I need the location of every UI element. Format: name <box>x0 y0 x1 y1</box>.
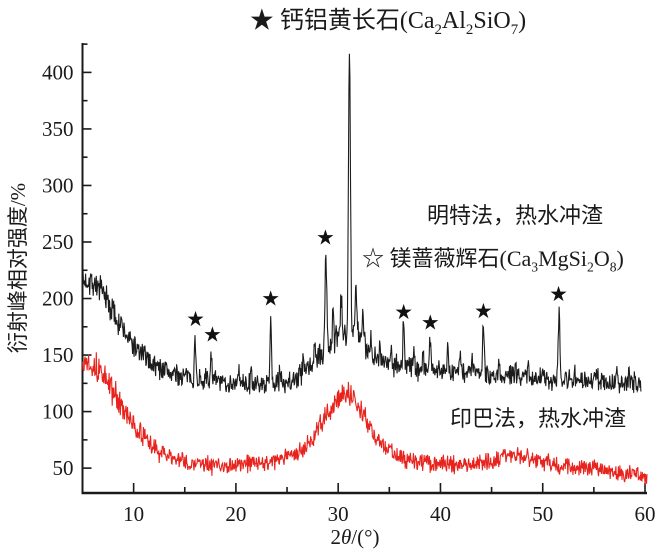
axes <box>81 43 647 495</box>
star-marker-icon: ★ <box>186 307 205 331</box>
legend-merwinite: ☆ 镁蔷薇辉石(Ca3MgSi2O8) <box>362 246 624 275</box>
star-marker-icon: ★ <box>261 287 280 311</box>
x-axis-title: 2θ/(°) <box>330 525 380 549</box>
gehlenite-star-markers: ★★★★★ ★ ★★ <box>186 225 568 346</box>
x-tick-label: 10 <box>123 502 144 526</box>
y-tick-label: 300 <box>42 173 74 197</box>
y-tick-label: 100 <box>42 400 74 424</box>
series-label-yinba: 印巴法，热水冲渣 <box>450 406 627 431</box>
y-tick-label: 400 <box>42 60 74 84</box>
x-tick-label: 30 <box>328 502 349 526</box>
tick-marks <box>82 43 646 492</box>
series-mingte-curve <box>81 53 642 395</box>
star-marker-icon: ★ <box>203 323 222 347</box>
star-marker-icon: ★ <box>316 225 335 249</box>
x-tick-label: 60 <box>635 502 656 526</box>
star-marker-icon: ★ <box>421 310 440 334</box>
y-tick-label: 250 <box>42 230 74 254</box>
series-yinba-curve <box>81 352 648 485</box>
y-tick-label: 150 <box>42 343 74 367</box>
star-marker-icon: ★ <box>549 282 568 306</box>
chart-title: ★ 钙铝黄长石(Ca2Al2SiO7) <box>249 8 527 38</box>
x-tick-label: 50 <box>532 502 553 526</box>
y-tick-label: 50 <box>53 456 74 480</box>
y-tick-label: 200 <box>42 287 74 311</box>
x-tick-label: 40 <box>430 502 451 526</box>
y-axis-title: 衍射峰相对强度/% <box>5 182 30 354</box>
series-label-mingte: 明特法，热水冲渣 <box>427 203 604 228</box>
star-marker-icon: ★ <box>394 300 413 324</box>
tick-labels: 50 100 150 200 250 300 350 400 10 20 30 40 50 60 <box>42 60 656 526</box>
x-tick-label: 20 <box>225 502 246 526</box>
y-tick-label: 350 <box>42 117 74 141</box>
plot-area <box>81 53 648 485</box>
star-marker-icon: ★ <box>474 299 493 323</box>
